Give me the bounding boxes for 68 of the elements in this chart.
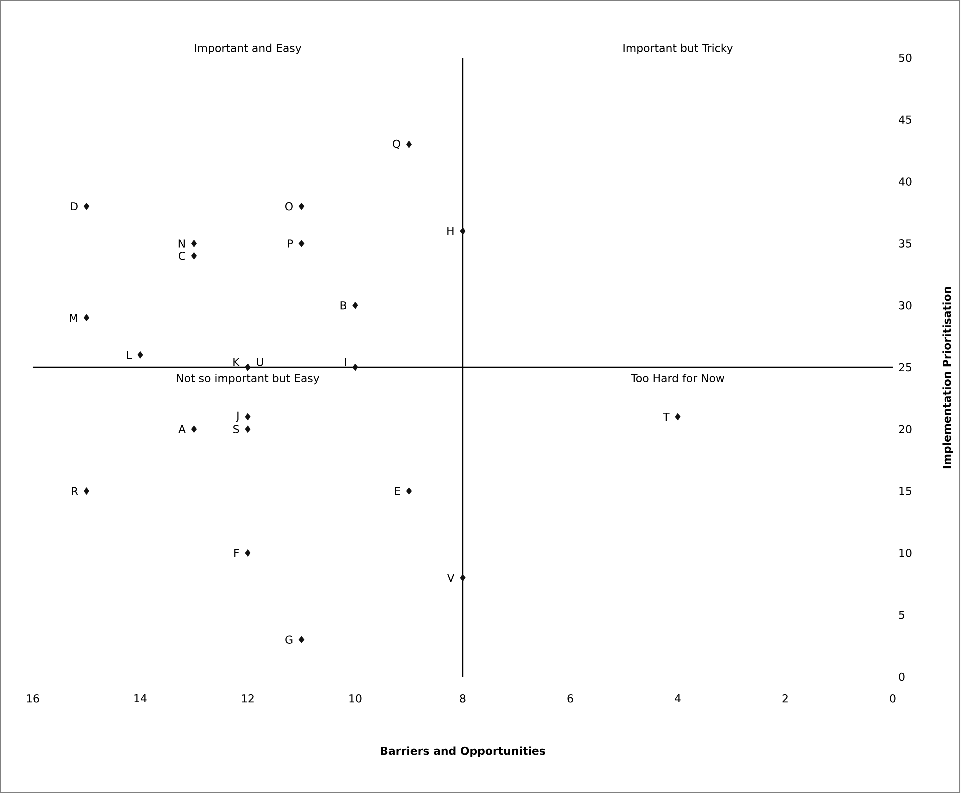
point: [84, 488, 90, 495]
annotation: G: [286, 636, 293, 644]
text: Important but Tricky: [624, 44, 733, 54]
y-tick-label: 15: [900, 487, 912, 496]
point: [138, 351, 144, 359]
annotation: F: [234, 549, 240, 558]
annotation: J: [236, 412, 239, 422]
annotation: T: [663, 413, 670, 422]
y-tick-label: 45: [899, 116, 912, 124]
annotation: V: [447, 574, 455, 582]
y-tick-label: 30: [899, 301, 912, 310]
annotation: M: [70, 314, 78, 322]
x-tick-label: 0: [890, 694, 896, 703]
point: [675, 413, 681, 421]
annotation: E: [395, 487, 400, 496]
y-tick-label: 20: [899, 425, 912, 434]
point: [406, 140, 412, 148]
annotation: I: [345, 358, 346, 366]
annotation: U: [257, 358, 264, 366]
point: [352, 364, 358, 372]
x-tick-label: 2: [782, 694, 788, 703]
x-tick-label: 6: [568, 694, 574, 703]
y-tick-label: 50: [899, 54, 912, 62]
point: [245, 550, 251, 557]
text: Important and Easy: [195, 44, 302, 54]
annotation: L: [127, 351, 132, 360]
y-tick-label: 25: [899, 363, 912, 372]
point: [84, 314, 90, 322]
y-tick-label: 5: [899, 611, 905, 620]
annotation: P: [288, 240, 294, 248]
point: [245, 426, 251, 434]
point: [298, 240, 305, 248]
x-tick-label: 12: [242, 694, 254, 703]
annotation: Not so important but Easy: [177, 374, 320, 385]
y-axis-title: Implementation Prioritisation: [942, 287, 954, 469]
point: [298, 202, 305, 210]
x-tick-label: 4: [675, 694, 681, 703]
point: [298, 636, 305, 644]
point: [84, 202, 90, 210]
point: [460, 228, 466, 236]
y-tick-label: 0: [899, 672, 905, 682]
x-tick-label: 10: [350, 694, 362, 703]
point: [191, 240, 198, 248]
annotation: Q: [393, 140, 400, 150]
x-tick-label: 8: [460, 694, 466, 703]
annotation: S: [234, 425, 240, 434]
annotation: D: [71, 202, 78, 211]
x-tick-label: 14: [134, 694, 147, 703]
point: [191, 252, 198, 260]
y-tick-label: 35: [899, 240, 912, 248]
y-tick-label: 40: [899, 178, 912, 186]
annotation: R: [72, 487, 78, 496]
x-axis-title: Barriers and Opportunities: [381, 746, 546, 758]
annotation: N: [178, 240, 185, 248]
point: [191, 426, 198, 434]
x-tick-label: 16: [27, 694, 40, 703]
annotation: A: [178, 425, 186, 434]
annotation: H: [448, 227, 454, 236]
annotation: B: [340, 302, 347, 310]
annotation: K: [234, 358, 240, 366]
point: [406, 488, 412, 495]
point: [460, 574, 466, 582]
point: [352, 302, 358, 310]
y-tick-label: 10: [900, 549, 912, 558]
annotation: O: [286, 202, 293, 211]
point: [245, 413, 251, 421]
annotation: Too Hard for Now: [631, 374, 724, 382]
annotation: C: [179, 252, 186, 260]
